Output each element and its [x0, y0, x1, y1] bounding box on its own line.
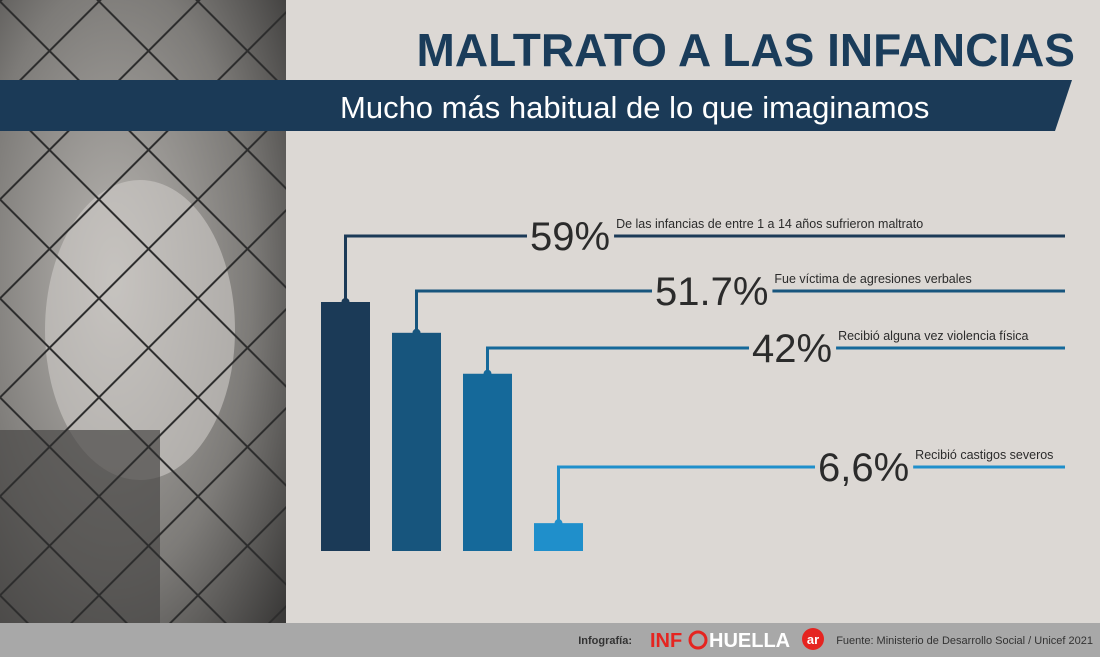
category-label: Recibió alguna vez violencia física — [838, 329, 1028, 343]
logo-icon — [688, 630, 708, 650]
bar — [392, 332, 441, 551]
value-label: 59% — [530, 215, 610, 259]
logo-badge — [802, 628, 824, 650]
connector — [344, 234, 527, 302]
subtitle: Mucho más habitual de lo que imaginamos — [340, 90, 929, 125]
value-label: 6,6% — [818, 446, 909, 490]
connector-dot — [483, 369, 492, 378]
chart: 59% De las infancias de entre 1 a 14 años… — [321, 215, 1065, 551]
logo: INF HUELLA ar — [650, 628, 824, 652]
bar — [463, 373, 512, 551]
bar — [534, 523, 583, 551]
title: MALTRATO A LAS INFANCIAS — [417, 24, 1075, 76]
category-label: Recibió castigos severos — [915, 448, 1053, 462]
connector-dot — [341, 298, 350, 306]
category-label: Fue víctima de agresiones verbales — [774, 272, 971, 286]
connector-dot — [412, 328, 421, 337]
bar — [321, 302, 370, 551]
connector — [486, 346, 749, 374]
logo-text: INF — [650, 630, 682, 652]
logo-text: HUELLA — [709, 630, 790, 652]
connector — [557, 465, 815, 524]
category-label: De las infancias de entre 1 a 14 años su… — [616, 217, 923, 231]
connector — [415, 289, 652, 333]
subtitle-banner — [0, 80, 1072, 131]
source: Fuente: Ministerio de Desarrollo Social … — [836, 635, 1093, 647]
connector-dot — [554, 519, 563, 528]
credit-label: Infografía: — [578, 635, 632, 647]
value-label: 42% — [752, 327, 832, 371]
footer-band — [0, 623, 1100, 657]
logo-text: ar — [807, 632, 819, 647]
value-label: 51.7% — [655, 270, 768, 314]
